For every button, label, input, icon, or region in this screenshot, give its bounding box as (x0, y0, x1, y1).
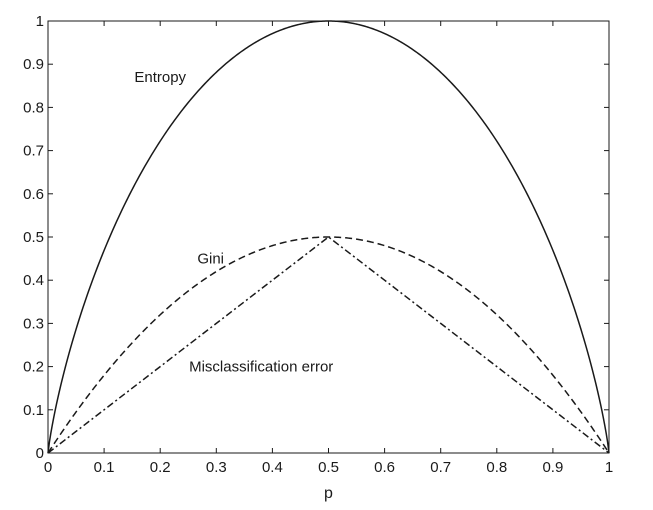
x-tick-label: 0.3 (206, 459, 227, 476)
y-tick-label: 1 (36, 13, 44, 30)
y-tick-label: 0.1 (23, 402, 44, 419)
series-layer (47, 20, 610, 454)
x-tick-label: 0.8 (486, 459, 507, 476)
y-tick-label: 0.5 (23, 229, 44, 246)
y-tick-label: 0.9 (23, 56, 44, 73)
y-tick-label: 0.2 (23, 359, 44, 376)
annotation-misclassification-error: Misclassification error (189, 359, 333, 376)
y-tick-label: 0 (36, 445, 44, 462)
y-tick-label: 0.4 (23, 272, 44, 289)
x-tick-label: 0.4 (262, 459, 283, 476)
x-tick-label: 0.9 (542, 459, 563, 476)
annotation-gini: Gini (197, 251, 224, 268)
x-axis-title: p (324, 485, 333, 502)
x-tick-label: 0.1 (94, 459, 115, 476)
x-tick-label: 1 (605, 459, 613, 476)
x-tick-label: 0.7 (430, 459, 451, 476)
annotation-layer: Entropy Gini Misclassification error (134, 69, 333, 375)
y-tick-label: 0.8 (23, 99, 44, 116)
y-tick-label: 0.7 (23, 143, 44, 160)
y-tick-label: 0.6 (23, 186, 44, 203)
series-line-misclassification-error (47, 236, 610, 454)
x-tick-label: 0.6 (374, 459, 395, 476)
tick-layer: 0 0.1 0.2 0.3 0.4 0.5 0.6 0.7 0.8 0.9 1 0 0.1 0.2 0.3 0… (23, 13, 613, 476)
annotation-entropy: Entropy (134, 69, 186, 86)
y-tick-label: 0.3 (23, 315, 44, 332)
x-tick-label: 0 (44, 459, 52, 476)
x-tick-label: 0.5 (318, 459, 339, 476)
x-tick-label: 0.2 (150, 459, 171, 476)
series-line-gini (47, 236, 610, 454)
